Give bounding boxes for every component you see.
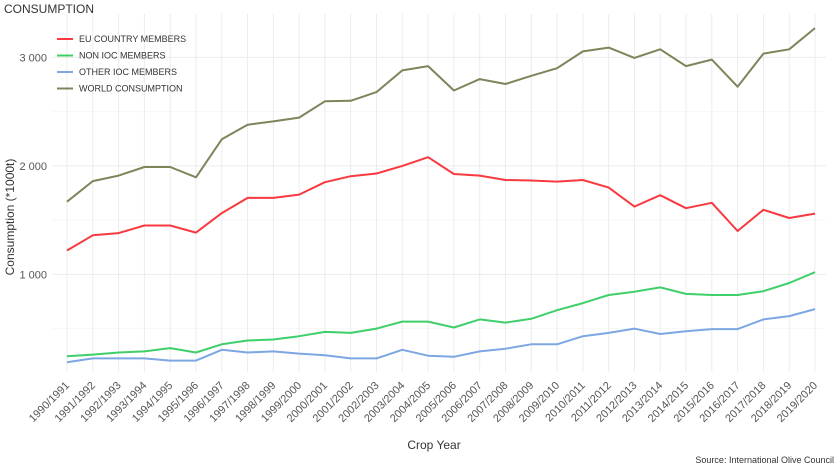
legend: EU COUNTRY MEMBERS NON IOC MEMBERS OTHER I… xyxy=(57,34,186,94)
series-line-eu-country-members xyxy=(66,156,816,252)
x-axis-title: Crop Year xyxy=(407,438,460,452)
y-axis-ticks: 1 000 2 000 3 000 xyxy=(19,52,47,281)
series-line-world-consumption xyxy=(66,27,816,203)
grid xyxy=(52,14,826,372)
y-axis-title: Consumption (*1000t) xyxy=(3,159,17,276)
y-tick-label: 2 000 xyxy=(19,161,47,173)
legend-label: EU COUNTRY MEMBERS xyxy=(79,34,186,44)
series-line-other-ioc-members xyxy=(66,308,816,364)
chart-title: CONSUMPTION xyxy=(4,2,94,16)
legend-label: NON IOC MEMBERS xyxy=(79,51,166,61)
x-axis-ticks: 1990/19911991/19921992/19931993/19941994… xyxy=(27,380,820,425)
y-tick-label: 1 000 xyxy=(19,269,47,281)
source-note: Source: International Olive Council xyxy=(695,455,834,465)
legend-label: OTHER IOC MEMBERS xyxy=(79,67,177,77)
series-lines xyxy=(66,27,816,364)
series-line-non-ioc-members xyxy=(66,271,816,358)
y-tick-label: 3 000 xyxy=(19,52,47,64)
legend-label: WORLD CONSUMPTION xyxy=(79,84,183,94)
